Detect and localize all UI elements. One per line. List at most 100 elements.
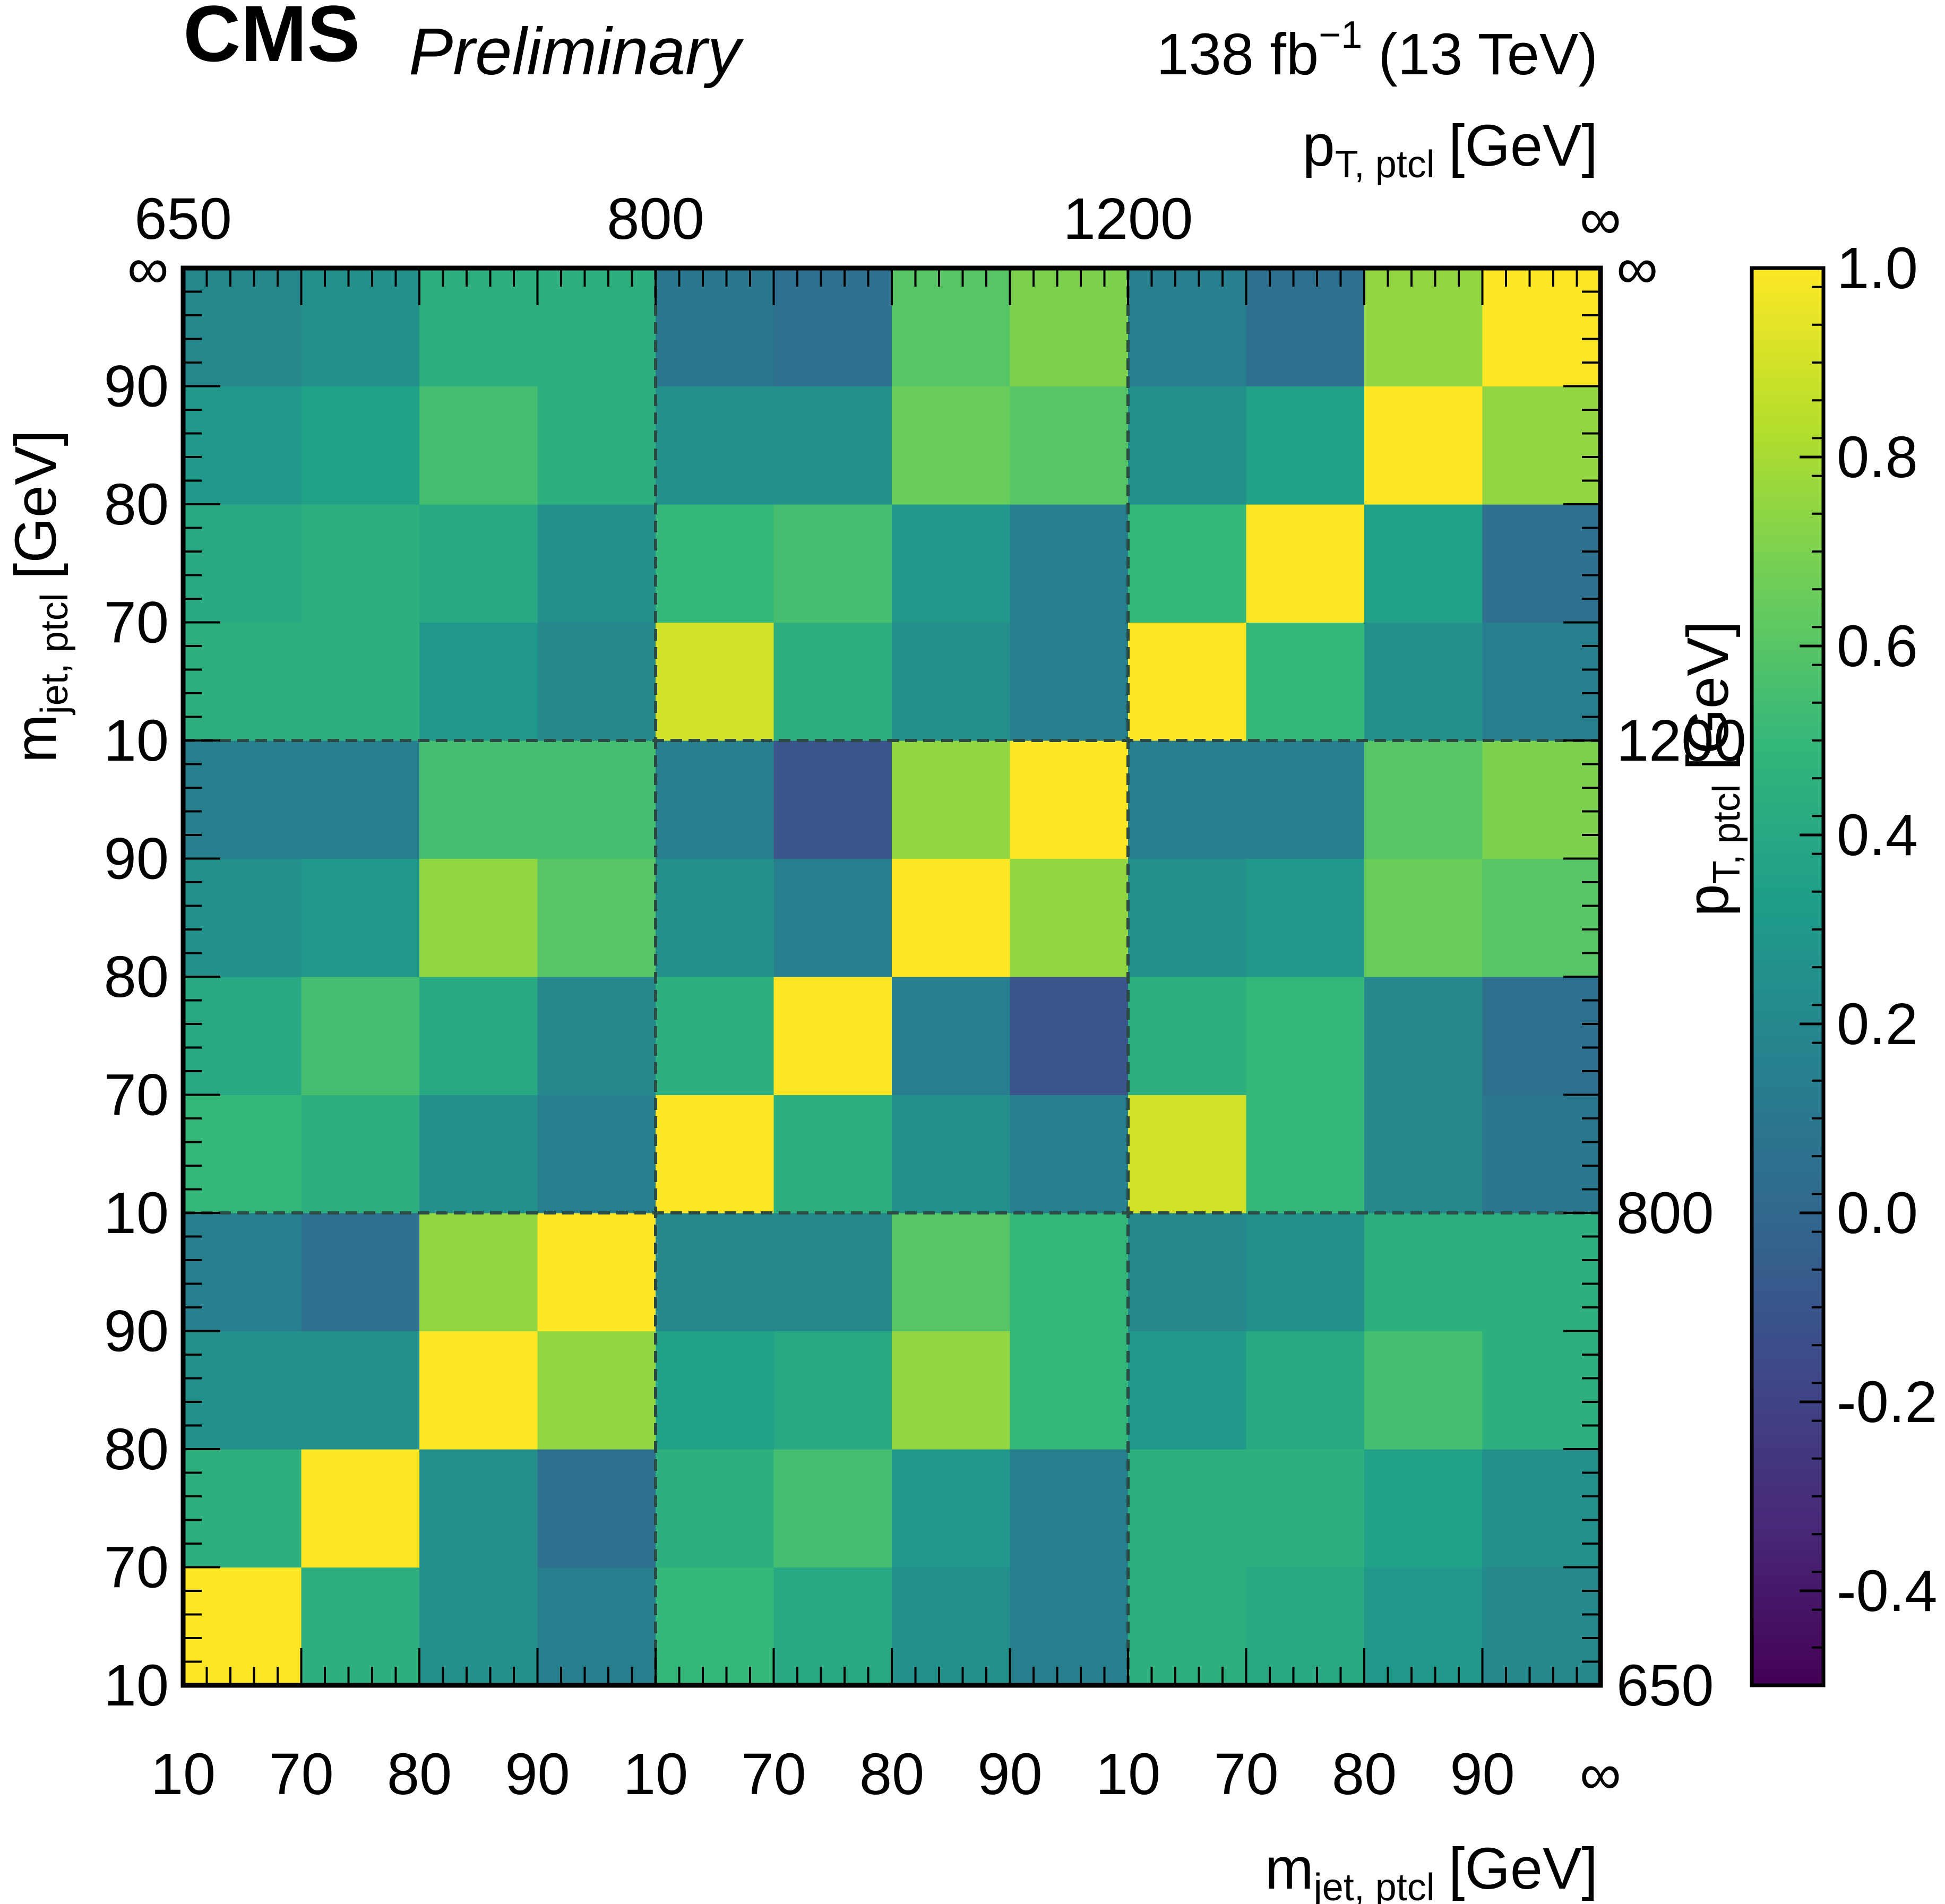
luminosity-exponent: −1: [1319, 14, 1362, 56]
heatmap-cell: [1246, 268, 1365, 387]
heatmap-cell: [1482, 1331, 1601, 1450]
x-tick-label: 90: [1450, 1742, 1514, 1807]
heatmap-cell: [301, 268, 420, 387]
x2-axis-label: pT, ptcl [GeV]: [1303, 113, 1598, 186]
y-tick-label: 90: [104, 826, 169, 892]
heatmap-cell: [301, 1567, 420, 1686]
heatmap-cell: [419, 858, 538, 977]
heatmap-cell: [537, 1331, 656, 1450]
heatmap-cell: [1482, 740, 1601, 859]
x-tick-label: 70: [741, 1742, 806, 1807]
heatmap-cell: [419, 386, 538, 505]
heatmap-cell: [183, 386, 302, 505]
y-tick-label: ∞: [127, 236, 169, 301]
heatmap-cell: [537, 386, 656, 505]
heatmap-cell: [773, 1095, 892, 1213]
heatmap-cell: [1482, 858, 1601, 977]
heatmap-cell: [1010, 386, 1129, 505]
heatmap-cell: [1246, 977, 1365, 1096]
y-tick-label: 70: [104, 1063, 169, 1128]
heatmap-cell: [1010, 977, 1129, 1096]
heatmap-cell: [1364, 386, 1483, 505]
heatmap-cell: [183, 1095, 302, 1213]
heatmap-cell: [892, 977, 1011, 1096]
heatmap-cell: [656, 1449, 774, 1568]
heatmap-cell: [1246, 386, 1365, 505]
heatmap-cell: [773, 504, 892, 623]
heatmap-cell: [892, 504, 1011, 623]
heatmap-cell: [183, 268, 302, 387]
heatmap-cell: [656, 1331, 774, 1450]
y2-tick-label: 650: [1616, 1653, 1714, 1718]
colorbar-tick-label: 0.0: [1837, 1181, 1918, 1246]
heatmap-cell: [773, 977, 892, 1096]
heatmap-cell: [656, 740, 774, 859]
luminosity-label: 138 fb−1 (13 TeV): [1156, 14, 1598, 87]
x-tick-label: 10: [151, 1742, 216, 1807]
heatmap-cell: [537, 1213, 656, 1332]
heatmap-cell: [1364, 1095, 1483, 1213]
heatmap-cell: [183, 1331, 302, 1450]
heatmap-cell: [1482, 1213, 1601, 1332]
colorbar-gradient: [1750, 266, 1826, 1687]
heatmap-cells: [183, 268, 1601, 1686]
heatmap-cell: [1246, 504, 1365, 623]
heatmap-cell: [537, 977, 656, 1096]
x-tick-label: 10: [1096, 1742, 1160, 1807]
heatmap-cell: [1364, 1449, 1483, 1568]
luminosity-value: 138 fb: [1156, 22, 1319, 87]
heatmap-cell: [183, 1567, 302, 1686]
heatmap-cell: [1246, 1213, 1365, 1332]
y2-axis-label: pT, ptcl[GeV]: [1675, 621, 1748, 916]
heatmap-cell: [892, 1095, 1011, 1213]
heatmap-cell: [183, 740, 302, 859]
heatmap-cell: [1010, 1331, 1129, 1450]
heatmap-cell: [773, 1567, 892, 1686]
heatmap-cell: [773, 1331, 892, 1450]
heatmap-cell: [656, 1095, 774, 1213]
heatmap-cell: [537, 1449, 656, 1568]
heatmap-cell: [183, 858, 302, 977]
heatmap-cell: [1246, 1095, 1365, 1213]
heatmap-cell: [1246, 622, 1365, 741]
heatmap-cell: [419, 977, 538, 1096]
heatmap-cell: [656, 858, 774, 977]
experiment-label: CMS: [183, 0, 360, 78]
heatmap-cell: [537, 1095, 656, 1213]
x-tick-label: 90: [977, 1742, 1042, 1807]
heatmap-cell: [1128, 504, 1247, 623]
heatmap-cell: [419, 1331, 538, 1450]
heatmap-cell: [183, 977, 302, 1096]
heatmap-cell: [1128, 622, 1247, 741]
axis-tick-labels: 10 10 70 70 80 80 90 90 10 10 70 70 80 80 90 90 10 10 70 70…: [104, 186, 1746, 1807]
heatmap-cell: [1010, 1449, 1129, 1568]
heatmap-cell: [183, 1449, 302, 1568]
heatmap-cell: [1128, 1567, 1247, 1686]
heatmap-cell: [773, 858, 892, 977]
heatmap-cell: [419, 1213, 538, 1332]
y-tick-label: 90: [104, 1299, 169, 1364]
heatmap-cell: [1246, 740, 1365, 859]
y-tick-label: 70: [104, 1535, 169, 1600]
heatmap-cell: [301, 1449, 420, 1568]
heatmap-cell: [419, 740, 538, 859]
x2-tick-label: 650: [134, 186, 232, 252]
y-tick-label: 80: [104, 1417, 169, 1482]
heatmap-cell: [1364, 1213, 1483, 1332]
y2-tick-label: 800: [1616, 1181, 1714, 1246]
heatmap-cell: [301, 977, 420, 1096]
heatmap-cell: [656, 386, 774, 505]
colorbar-tick-label: 0.6: [1837, 614, 1918, 679]
x-tick-label: 80: [387, 1742, 452, 1807]
heatmap-cell: [1246, 1331, 1365, 1450]
heatmap-cell: [537, 1567, 656, 1686]
heatmap-cell: [1128, 858, 1247, 977]
heatmap-cell: [301, 504, 420, 623]
heatmap-cell: [301, 1213, 420, 1332]
heatmap-cell: [1010, 504, 1129, 623]
x-tick-label: 70: [1214, 1742, 1278, 1807]
colorbar-tick-label: -0.2: [1837, 1369, 1938, 1435]
y-tick-label: 10: [104, 1653, 169, 1718]
heatmap-cell: [1364, 1331, 1483, 1450]
heatmap-cell: [656, 268, 774, 387]
